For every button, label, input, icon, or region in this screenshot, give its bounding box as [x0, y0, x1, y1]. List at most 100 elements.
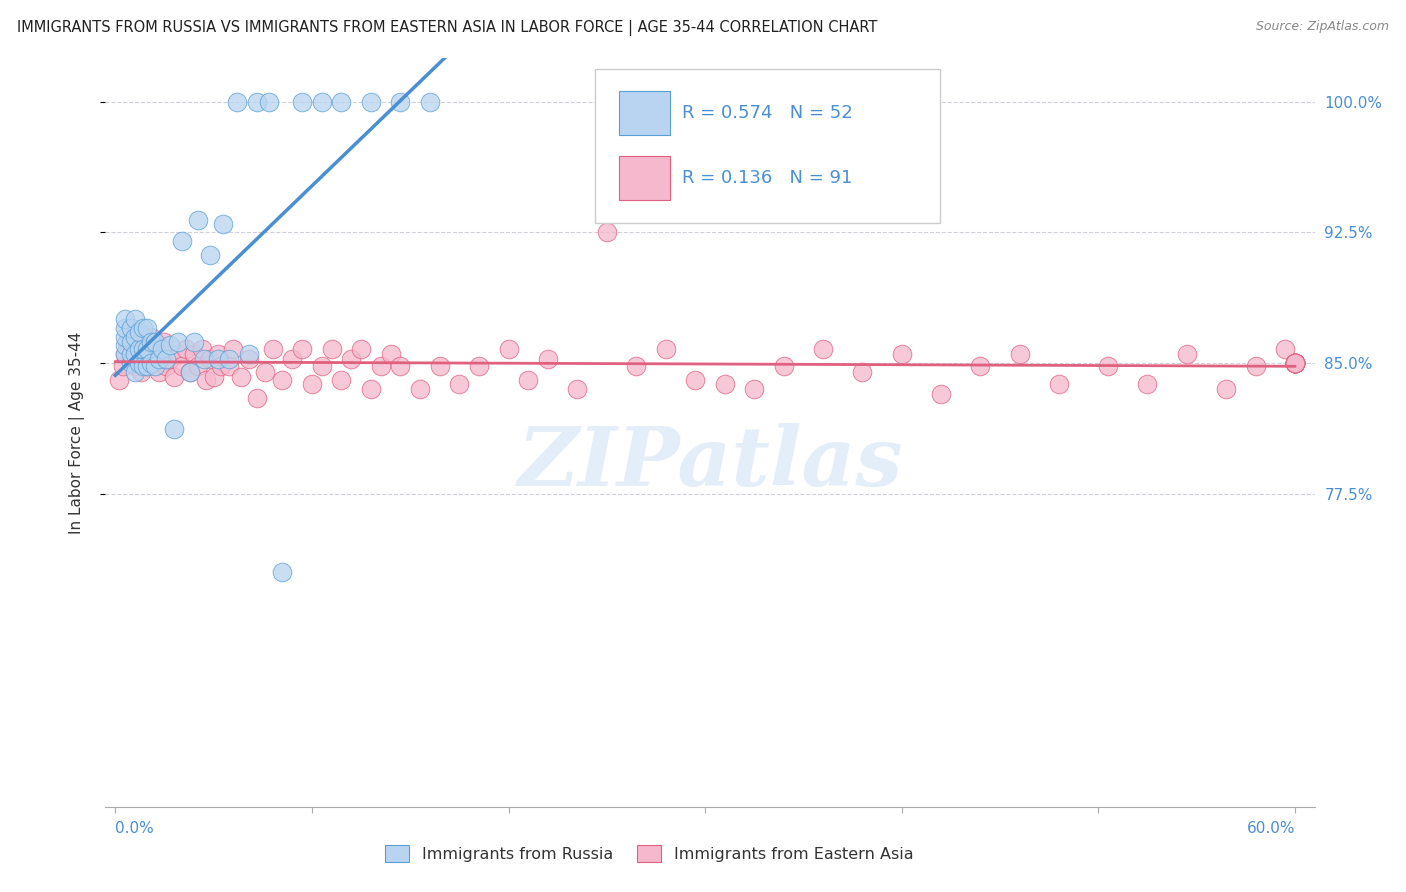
Point: [1047, 376, 1070, 391]
Point: [449, 376, 471, 391]
Text: 0.0%: 0.0%: [115, 822, 155, 836]
Point: [135, 321, 157, 335]
Point: [811, 342, 834, 356]
Point: [153, 334, 176, 349]
Point: [238, 347, 260, 361]
Point: [271, 373, 294, 387]
Legend: Immigrants from Russia, Immigrants from Eastern Asia: Immigrants from Russia, Immigrants from …: [380, 838, 920, 868]
Point: [194, 373, 217, 387]
Point: [1215, 382, 1237, 396]
Point: [183, 347, 205, 361]
Point: [155, 359, 177, 374]
Point: [139, 330, 162, 344]
Point: [187, 213, 209, 227]
Point: [163, 422, 186, 436]
Text: IMMIGRANTS FROM RUSSIA VS IMMIGRANTS FROM EASTERN ASIA IN LABOR FORCE | AGE 35-4: IMMIGRANTS FROM RUSSIA VS IMMIGRANTS FRO…: [17, 20, 877, 36]
Point: [498, 342, 520, 356]
Point: [114, 347, 136, 361]
Point: [1284, 356, 1306, 370]
Point: [929, 387, 952, 401]
Point: [271, 565, 294, 579]
Point: [187, 359, 209, 374]
Point: [124, 365, 146, 379]
FancyBboxPatch shape: [620, 156, 671, 200]
Point: [159, 338, 181, 352]
Point: [419, 95, 441, 109]
Point: [429, 359, 451, 374]
Point: [132, 342, 155, 356]
Point: [115, 334, 138, 349]
Point: [229, 369, 252, 384]
Point: [340, 352, 363, 367]
Point: [139, 356, 162, 370]
Point: [124, 312, 146, 326]
Point: [112, 359, 135, 374]
Point: [389, 359, 412, 374]
Point: [257, 95, 280, 109]
Point: [135, 359, 157, 374]
Point: [120, 321, 142, 335]
Point: [1284, 356, 1306, 370]
Point: [685, 373, 707, 387]
Y-axis label: In Labor Force | Age 35-44: In Labor Force | Age 35-44: [69, 332, 84, 533]
Point: [114, 312, 136, 326]
Point: [163, 369, 186, 384]
Point: [1284, 356, 1306, 370]
Point: [370, 359, 392, 374]
Text: R = 0.136   N = 91: R = 0.136 N = 91: [682, 169, 852, 186]
Point: [142, 347, 165, 361]
Point: [134, 334, 156, 349]
Point: [468, 359, 491, 374]
Point: [183, 334, 205, 349]
Point: [1284, 356, 1306, 370]
Point: [211, 359, 233, 374]
Point: [174, 342, 197, 356]
Point: [713, 376, 735, 391]
Text: Source: ZipAtlas.com: Source: ZipAtlas.com: [1256, 20, 1389, 33]
Point: [1284, 356, 1306, 370]
Point: [120, 342, 142, 356]
Point: [226, 95, 249, 109]
Point: [1284, 356, 1306, 370]
Point: [1097, 359, 1119, 374]
Point: [330, 95, 353, 109]
Point: [198, 248, 221, 262]
Point: [742, 382, 765, 396]
Point: [596, 225, 619, 239]
Point: [517, 373, 540, 387]
Point: [246, 95, 269, 109]
Point: [155, 352, 177, 367]
Point: [159, 352, 181, 367]
Point: [238, 352, 260, 367]
Point: [198, 352, 221, 367]
Point: [360, 95, 382, 109]
Point: [120, 334, 142, 349]
Point: [139, 334, 162, 349]
Point: [138, 342, 160, 356]
Point: [207, 352, 229, 367]
Point: [172, 234, 194, 248]
Point: [1284, 356, 1306, 370]
Point: [167, 334, 190, 349]
Point: [350, 342, 373, 356]
Point: [143, 334, 166, 349]
Point: [212, 217, 235, 231]
Point: [148, 352, 170, 367]
Point: [148, 365, 170, 379]
Point: [114, 330, 136, 344]
Point: [330, 373, 353, 387]
Point: [167, 347, 190, 361]
Point: [1284, 356, 1306, 370]
Point: [179, 365, 201, 379]
Point: [389, 95, 412, 109]
Point: [108, 373, 131, 387]
Point: [114, 338, 136, 352]
Point: [202, 369, 225, 384]
Text: 60.0%: 60.0%: [1247, 822, 1295, 836]
Point: [135, 342, 157, 356]
Point: [135, 359, 157, 374]
Point: [1284, 356, 1306, 370]
Point: [311, 95, 333, 109]
Point: [311, 359, 333, 374]
Point: [218, 352, 240, 367]
